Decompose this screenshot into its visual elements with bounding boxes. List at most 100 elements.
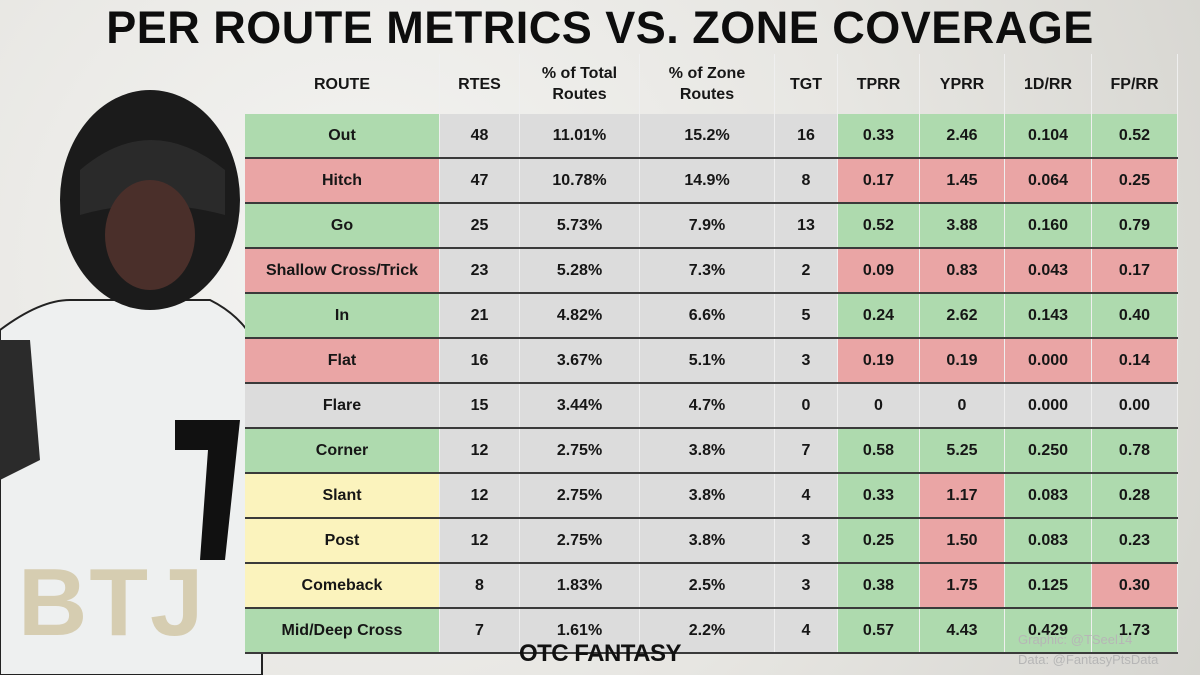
route-cell: Comeback [245, 564, 440, 607]
value-cell: 1.50 [920, 519, 1005, 562]
data-credit: Data: @FantasyPtsData [1018, 652, 1159, 667]
value-cell: 0.58 [838, 429, 920, 472]
table-row: Shallow Cross/Trick 23 5.28% 7.3% 2 0.09 0.83 0… [245, 249, 1178, 294]
route-cell: Corner [245, 429, 440, 472]
value-cell: 0.33 [838, 114, 920, 157]
value-cell: 0.52 [838, 204, 920, 247]
graphic-credit: Graphic: @TSeel14 [1018, 632, 1133, 647]
value-cell: 16 [440, 339, 520, 382]
value-cell: 0.083 [1005, 519, 1092, 562]
value-cell: 0 [775, 384, 838, 427]
value-cell: 1.83% [520, 564, 640, 607]
value-cell: 15 [440, 384, 520, 427]
value-cell: 0.09 [838, 249, 920, 292]
value-cell: 2.75% [520, 519, 640, 562]
value-cell: 13 [775, 204, 838, 247]
route-cell: Slant [245, 474, 440, 517]
value-cell: 0.104 [1005, 114, 1092, 157]
value-cell: 3.8% [640, 474, 775, 517]
value-cell: 3.88 [920, 204, 1005, 247]
value-cell: 2.5% [640, 564, 775, 607]
value-cell: 0.064 [1005, 159, 1092, 202]
route-cell: Mid/Deep Cross [245, 609, 440, 652]
value-cell: 0.17 [838, 159, 920, 202]
table: ROUTE RTES% of Total Routes% of Zone Rout… [245, 54, 1178, 654]
value-cell: 0.33 [838, 474, 920, 517]
column-header: % of Zone Routes [640, 54, 775, 114]
value-cell: 0.250 [1005, 429, 1092, 472]
value-cell: 0.57 [838, 609, 920, 652]
value-cell: 3 [775, 339, 838, 382]
value-cell: 3.8% [640, 429, 775, 472]
table-row: Post 12 2.75% 3.8% 3 0.25 1.50 0.083 0.23 [245, 519, 1178, 564]
value-cell: 0.78 [1092, 429, 1178, 472]
value-cell: 4 [775, 474, 838, 517]
value-cell: 0.23 [1092, 519, 1178, 562]
value-cell: 0.28 [1092, 474, 1178, 517]
value-cell: 47 [440, 159, 520, 202]
value-cell: 0.043 [1005, 249, 1092, 292]
value-cell: 7.3% [640, 249, 775, 292]
value-cell: 25 [440, 204, 520, 247]
table-row: Flat 16 3.67% 5.1% 3 0.19 0.19 0.000 0.14 [245, 339, 1178, 384]
value-cell: 7.9% [640, 204, 775, 247]
value-cell: 2.62 [920, 294, 1005, 337]
table-row: Mid/Deep Cross 7 1.61% 2.2% 4 0.57 4.43 0.429 1.… [245, 609, 1178, 654]
route-cell: Hitch [245, 159, 440, 202]
table-row: Hitch 47 10.78% 14.9% 8 0.17 1.45 0.064 0.25 [245, 159, 1178, 204]
value-cell: 5 [775, 294, 838, 337]
table-row: Comeback 8 1.83% 2.5% 3 0.38 1.75 0.125 0.30 [245, 564, 1178, 609]
value-cell: 12 [440, 474, 520, 517]
value-cell: 11.01% [520, 114, 640, 157]
value-cell: 1.73 [1092, 609, 1178, 652]
value-cell: 5.1% [640, 339, 775, 382]
value-cell: 5.25 [920, 429, 1005, 472]
value-cell: 0 [838, 384, 920, 427]
column-header: FP/RR [1092, 54, 1178, 114]
watermark-initials: BTJ [18, 549, 206, 656]
table-row: Corner 12 2.75% 3.8% 7 0.58 5.25 0.250 0.78 [245, 429, 1178, 474]
value-cell: 0.79 [1092, 204, 1178, 247]
value-cell: 5.73% [520, 204, 640, 247]
value-cell: 3 [775, 564, 838, 607]
value-cell: 0.30 [1092, 564, 1178, 607]
title: PER ROUTE METRICS VS. ZONE COVERAGE [106, 2, 1094, 53]
column-header: TGT [775, 54, 838, 114]
value-cell: 21 [440, 294, 520, 337]
route-cell: Out [245, 114, 440, 157]
value-cell: 3.44% [520, 384, 640, 427]
player-graphic [0, 90, 263, 675]
value-cell: 12 [440, 519, 520, 562]
column-header: ROUTE [245, 54, 440, 114]
value-cell: 0.125 [1005, 564, 1092, 607]
header-row: ROUTE RTES% of Total Routes% of Zone Rout… [245, 54, 1178, 114]
value-cell: 15.2% [640, 114, 775, 157]
route-cell: Post [245, 519, 440, 562]
route-cell: Shallow Cross/Trick [245, 249, 440, 292]
value-cell: 4.7% [640, 384, 775, 427]
value-cell: 10.78% [520, 159, 640, 202]
value-cell: 1.45 [920, 159, 1005, 202]
value-cell: 3 [775, 519, 838, 562]
value-cell: 2.2% [640, 609, 775, 652]
table-row: In 21 4.82% 6.6% 5 0.24 2.62 0.143 0.40 [245, 294, 1178, 339]
column-header: 1D/RR [1005, 54, 1092, 114]
value-cell: 7 [440, 609, 520, 652]
column-header: YPRR [920, 54, 1005, 114]
value-cell: 6.6% [640, 294, 775, 337]
value-cell: 0.83 [920, 249, 1005, 292]
value-cell: 0.38 [838, 564, 920, 607]
value-cell: 2.46 [920, 114, 1005, 157]
value-cell: 0.25 [838, 519, 920, 562]
value-cell: 2 [775, 249, 838, 292]
value-cell: 12 [440, 429, 520, 472]
value-cell: 1.17 [920, 474, 1005, 517]
value-cell: 16 [775, 114, 838, 157]
value-cell: 0.14 [1092, 339, 1178, 382]
value-cell: 1.61% [520, 609, 640, 652]
table-row: Out 48 11.01% 15.2% 16 0.33 2.46 0.104 0.52 [245, 114, 1178, 159]
column-header: % of Total Routes [520, 54, 640, 114]
value-cell: 0.429 [1005, 609, 1092, 652]
route-cell: Flare [245, 384, 440, 427]
